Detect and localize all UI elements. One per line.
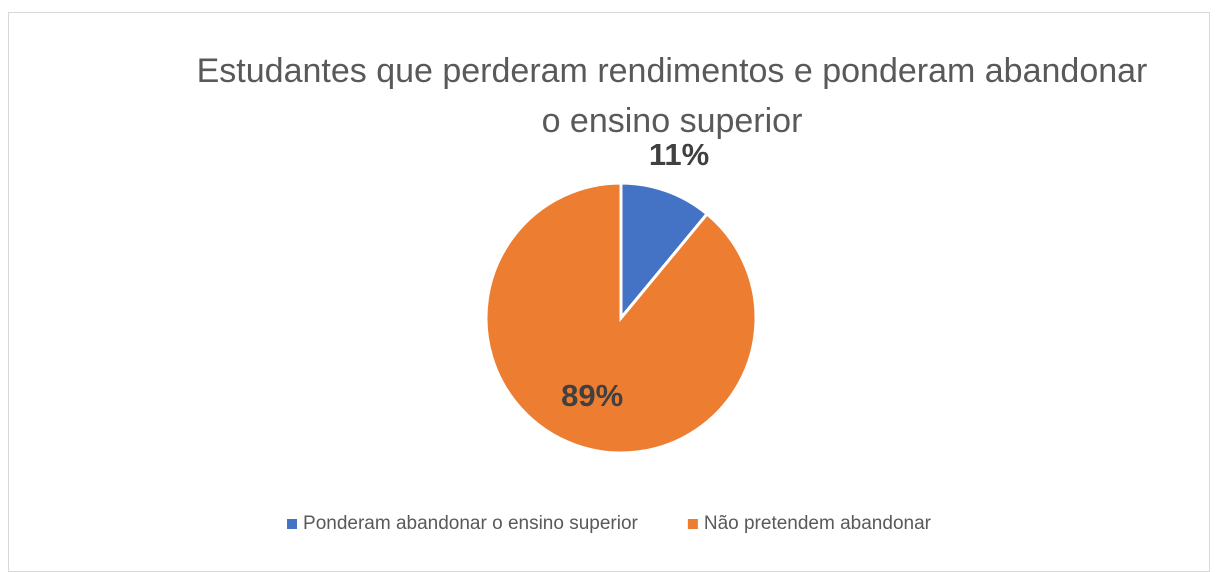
chart-title: Estudantes que perderam rendimentos e po… — [196, 52, 1148, 140]
legend-swatch — [687, 519, 698, 529]
pie-slice — [484, 181, 758, 455]
legend-label: Ponderam abandonar o ensino superior — [303, 513, 639, 534]
data-label: 89% — [561, 378, 623, 413]
legend-swatch — [287, 519, 298, 529]
page: Estudantes que perderam rendimentos e po… — [8, 12, 1210, 572]
data-label: 11% — [649, 137, 709, 172]
chart: 11% 89% Ponderam abandonar o ensino superi… — [287, 137, 932, 534]
pie-slice — [619, 181, 710, 323]
legend-label: Não pretendem abandonar — [704, 513, 932, 534]
